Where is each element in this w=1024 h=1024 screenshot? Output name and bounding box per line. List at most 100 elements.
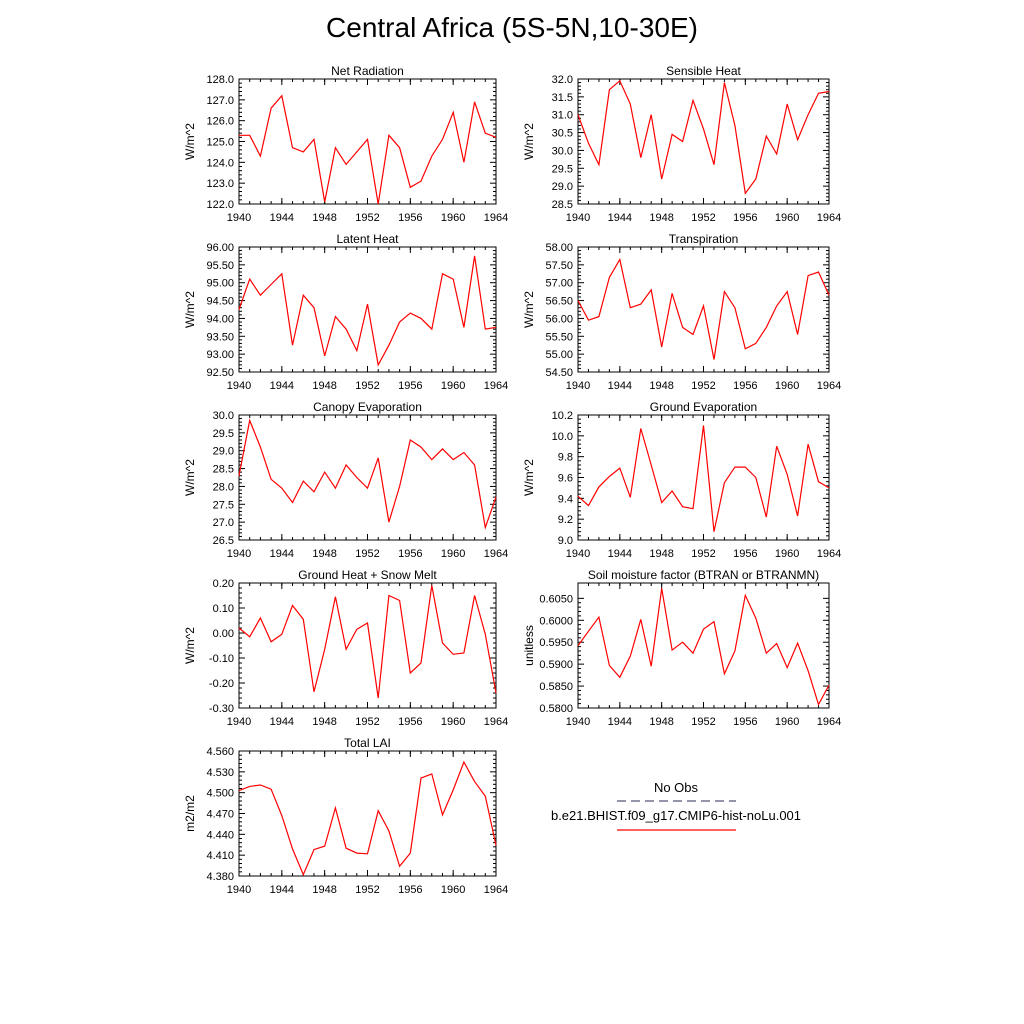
y-tick-label: 0.00	[213, 628, 234, 640]
series-line	[577, 257, 830, 360]
y-tick-label: 28.5	[552, 199, 573, 211]
panel-ground-heat-snow-melt: Ground Heat + Snow Melt W/m^2 1940 1944 1948…	[183, 568, 508, 728]
x-tick-label: 1952	[355, 716, 379, 728]
x-tick-label: 1956	[733, 212, 757, 224]
y-tick-label: -0.30	[209, 703, 234, 715]
panel-title: Ground Heat + Snow Melt	[298, 568, 437, 582]
legend-label-no-obs: No Obs	[654, 780, 699, 795]
y-tick-label: 29.5	[213, 428, 234, 440]
y-tick-label: 30.5	[552, 128, 573, 140]
x-tick-label: 1940	[227, 212, 251, 224]
panel-title: Sensible Heat	[666, 64, 741, 78]
x-tick-label: 1952	[355, 548, 379, 560]
x-tick-label: 1960	[441, 716, 465, 728]
panel-title: Ground Evaporation	[650, 400, 757, 414]
y-tick-label: -0.20	[209, 678, 234, 690]
y-tick-label: 93.50	[206, 331, 234, 343]
y-tick-label: 92.50	[206, 367, 234, 379]
panel-title: Total LAI	[344, 736, 391, 750]
y-tick-label: 58.00	[545, 242, 573, 254]
x-tick-label: 1960	[775, 716, 799, 728]
x-tick-label: 1956	[398, 380, 422, 392]
plot-frame	[577, 414, 830, 541]
x-tick-label: 1964	[817, 548, 841, 560]
y-tick-label: 0.6050	[539, 593, 573, 605]
series-line	[238, 418, 497, 530]
x-tick-label: 1940	[227, 884, 251, 896]
x-tick-label: 1944	[608, 380, 632, 392]
y-tick-label: 10.2	[552, 410, 573, 422]
x-tick-label: 1940	[227, 548, 251, 560]
x-tick-label: 1948	[312, 884, 336, 896]
x-tick-label: 1944	[608, 548, 632, 560]
y-tick-label: 10.0	[552, 431, 573, 443]
y-tick-label: 0.5900	[539, 659, 573, 671]
y-tick-label: 93.00	[206, 349, 234, 361]
y-tick-label: 0.10	[213, 603, 234, 615]
y-tick-label: 4.560	[206, 746, 234, 758]
plot-frame	[577, 78, 830, 205]
series-line	[577, 79, 830, 195]
y-tick-label: 29.0	[552, 181, 573, 193]
y-tick-label: 27.5	[213, 499, 234, 511]
x-tick-label: 1944	[270, 716, 294, 728]
y-tick-label: 55.00	[545, 349, 573, 361]
x-tick-label: 1940	[566, 380, 590, 392]
y-tick-label: 9.6	[558, 473, 573, 485]
y-tick-label: 123.0	[206, 178, 234, 190]
panel-transpiration: Transpiration W/m^2 1940 1944 1948 1952 1956 19…	[522, 232, 841, 392]
y-axis-label: W/m^2	[183, 123, 197, 160]
y-tick-label: 125.0	[206, 137, 234, 149]
y-axis-label: m2/m2	[183, 795, 197, 832]
y-tick-label: 95.50	[206, 260, 234, 272]
y-tick-label: 4.530	[206, 767, 234, 779]
plot-frame	[577, 582, 830, 709]
x-tick-label: 1960	[775, 548, 799, 560]
x-tick-label: 1956	[398, 716, 422, 728]
y-tick-label: 127.0	[206, 95, 234, 107]
y-axis-label: W/m^2	[183, 627, 197, 664]
x-tick-label: 1960	[441, 380, 465, 392]
panel-canopy-evaporation: Canopy Evaporation W/m^2 1940 1944 1948 1952 1…	[183, 400, 508, 560]
x-tick-label: 1964	[817, 380, 841, 392]
y-tick-label: 122.0	[206, 199, 234, 211]
x-tick-label: 1952	[691, 548, 715, 560]
y-tick-label: 54.50	[545, 367, 573, 379]
y-tick-label: 30.0	[213, 410, 234, 422]
y-tick-label: 57.00	[545, 278, 573, 290]
y-axis-label: W/m^2	[183, 291, 197, 328]
x-tick-label: 1948	[312, 548, 336, 560]
panel-title: Net Radiation	[331, 64, 404, 78]
y-tick-label: 9.2	[558, 514, 573, 526]
x-tick-label: 1944	[608, 716, 632, 728]
series-line	[577, 425, 830, 532]
x-tick-label: 1944	[270, 548, 294, 560]
y-tick-label: 29.0	[213, 446, 234, 458]
x-tick-label: 1944	[270, 212, 294, 224]
panel-title: Latent Heat	[336, 232, 399, 246]
x-tick-label: 1960	[441, 212, 465, 224]
x-tick-label: 1948	[649, 548, 673, 560]
panel-title: Canopy Evaporation	[313, 400, 422, 414]
x-tick-label: 1944	[270, 380, 294, 392]
x-tick-label: 1952	[691, 212, 715, 224]
y-tick-label: 4.440	[206, 829, 234, 841]
y-tick-label: 56.50	[545, 296, 573, 308]
y-axis-label: W/m^2	[183, 459, 197, 496]
x-tick-label: 1956	[733, 548, 757, 560]
x-tick-label: 1964	[484, 716, 508, 728]
series-line	[577, 588, 830, 707]
y-tick-label: 4.500	[206, 788, 234, 800]
y-tick-label: 0.5950	[539, 637, 573, 649]
x-tick-label: 1964	[484, 212, 508, 224]
series-line	[238, 760, 497, 877]
x-tick-label: 1960	[441, 884, 465, 896]
y-tick-label: 56.00	[545, 313, 573, 325]
x-tick-label: 1964	[817, 212, 841, 224]
y-tick-label: 128.0	[206, 74, 234, 86]
y-tick-label: 31.0	[552, 110, 573, 122]
y-tick-label: 126.0	[206, 116, 234, 128]
y-axis-label: W/m^2	[522, 459, 536, 496]
plot-frame	[238, 582, 497, 709]
